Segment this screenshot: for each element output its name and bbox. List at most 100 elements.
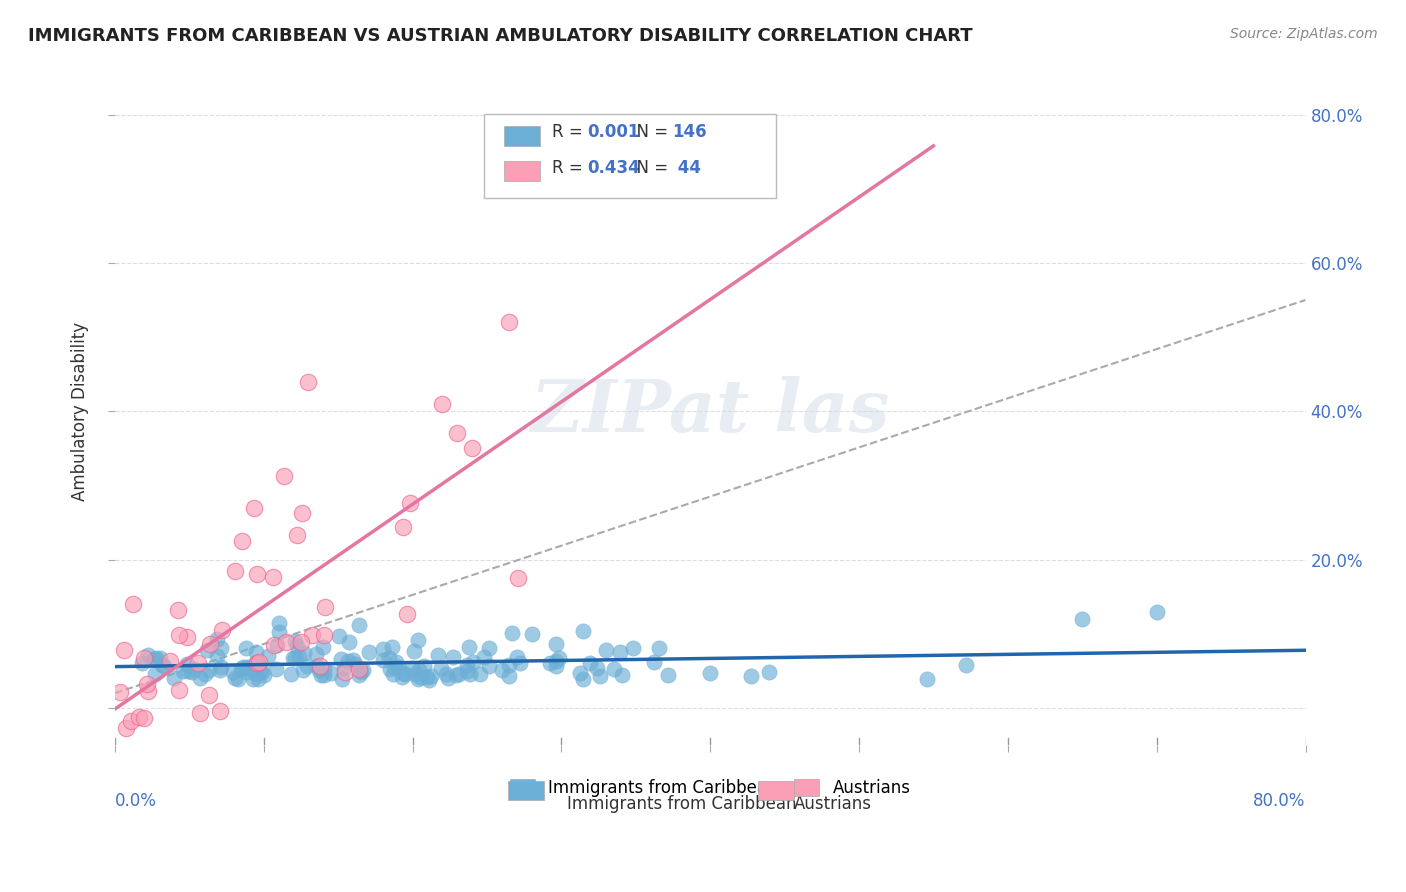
Point xyxy=(231,534,253,549)
Point xyxy=(498,657,520,672)
Point xyxy=(595,643,617,657)
Text: IMMIGRANTS FROM CARIBBEAN VS AUSTRIAN AMBULATORY DISABILITY CORRELATION CHART: IMMIGRANTS FROM CARIBBEAN VS AUSTRIAN AM… xyxy=(28,27,973,45)
Point xyxy=(136,684,159,698)
Point xyxy=(401,661,423,675)
Point xyxy=(416,670,439,684)
Point xyxy=(238,661,260,675)
Point xyxy=(136,648,159,663)
Point xyxy=(506,570,529,584)
Point xyxy=(406,632,429,647)
Point xyxy=(350,665,373,680)
Point xyxy=(330,673,353,687)
Point xyxy=(501,625,523,640)
Point xyxy=(406,672,429,686)
Point xyxy=(744,182,766,196)
Point xyxy=(183,662,205,676)
Point xyxy=(180,665,202,680)
Point xyxy=(297,375,319,389)
Point xyxy=(352,663,374,677)
Point xyxy=(413,658,436,673)
Y-axis label: Ambulatory Disability: Ambulatory Disability xyxy=(72,322,89,500)
Text: 0.0%: 0.0% xyxy=(115,792,157,810)
Point xyxy=(246,657,269,672)
Point xyxy=(287,639,309,653)
Point xyxy=(342,653,364,667)
Point xyxy=(284,650,307,665)
Point xyxy=(285,528,308,542)
Point xyxy=(335,665,357,680)
Point xyxy=(429,661,451,675)
Point xyxy=(122,597,145,611)
Point xyxy=(145,651,167,665)
Point xyxy=(163,671,186,685)
Text: R =: R = xyxy=(553,160,588,178)
Point xyxy=(404,667,426,681)
Point xyxy=(195,642,218,657)
Point xyxy=(224,564,246,578)
Point xyxy=(120,714,142,728)
Point xyxy=(657,667,679,681)
Point xyxy=(264,662,287,676)
Point xyxy=(758,665,780,680)
Point xyxy=(321,665,343,680)
Point xyxy=(373,641,395,656)
Point xyxy=(187,657,209,671)
Point xyxy=(343,657,366,672)
Point xyxy=(263,638,285,652)
Point xyxy=(468,666,491,681)
Point xyxy=(245,655,267,669)
Point xyxy=(148,651,170,665)
Point xyxy=(643,655,665,669)
Point xyxy=(572,624,595,638)
Point xyxy=(246,656,269,670)
Text: N =: N = xyxy=(626,123,673,141)
Point xyxy=(314,599,336,614)
Text: 146: 146 xyxy=(672,123,707,141)
Point xyxy=(305,647,328,661)
Point xyxy=(426,648,449,662)
Point xyxy=(509,657,531,671)
Point xyxy=(257,648,280,663)
Point xyxy=(458,667,481,681)
Point xyxy=(441,650,464,665)
Point xyxy=(273,469,295,483)
Point xyxy=(1146,605,1168,619)
Text: Immigrants from Caribbean: Immigrants from Caribbean xyxy=(568,795,797,814)
Point xyxy=(262,570,284,584)
Point xyxy=(472,650,495,665)
Point xyxy=(198,663,221,677)
Point xyxy=(391,670,413,684)
Point xyxy=(222,665,245,679)
Text: R =: R = xyxy=(553,123,588,141)
Point xyxy=(621,641,644,656)
Point xyxy=(498,669,520,683)
Point xyxy=(586,661,609,675)
Point xyxy=(456,657,478,672)
Point xyxy=(295,658,318,673)
Point xyxy=(205,648,228,663)
Point xyxy=(142,651,165,665)
Point xyxy=(281,651,304,665)
Point xyxy=(402,644,425,658)
Point xyxy=(378,651,401,665)
Point xyxy=(200,637,222,651)
Point xyxy=(136,677,159,691)
Point xyxy=(312,628,335,642)
Text: 0.434: 0.434 xyxy=(588,160,640,178)
Point xyxy=(266,639,288,653)
Point xyxy=(391,520,413,534)
Point xyxy=(387,660,409,674)
Point xyxy=(247,656,270,670)
Point xyxy=(301,627,323,641)
Point xyxy=(246,566,269,581)
Text: 0.001: 0.001 xyxy=(588,123,640,141)
Point xyxy=(546,658,568,673)
Point xyxy=(167,628,190,642)
Point xyxy=(284,633,307,648)
Text: Source: ZipAtlas.com: Source: ZipAtlas.com xyxy=(1230,27,1378,41)
Point xyxy=(392,666,415,681)
Point xyxy=(437,671,460,685)
Point xyxy=(231,662,253,676)
Point xyxy=(1071,612,1094,626)
Point xyxy=(420,669,443,683)
